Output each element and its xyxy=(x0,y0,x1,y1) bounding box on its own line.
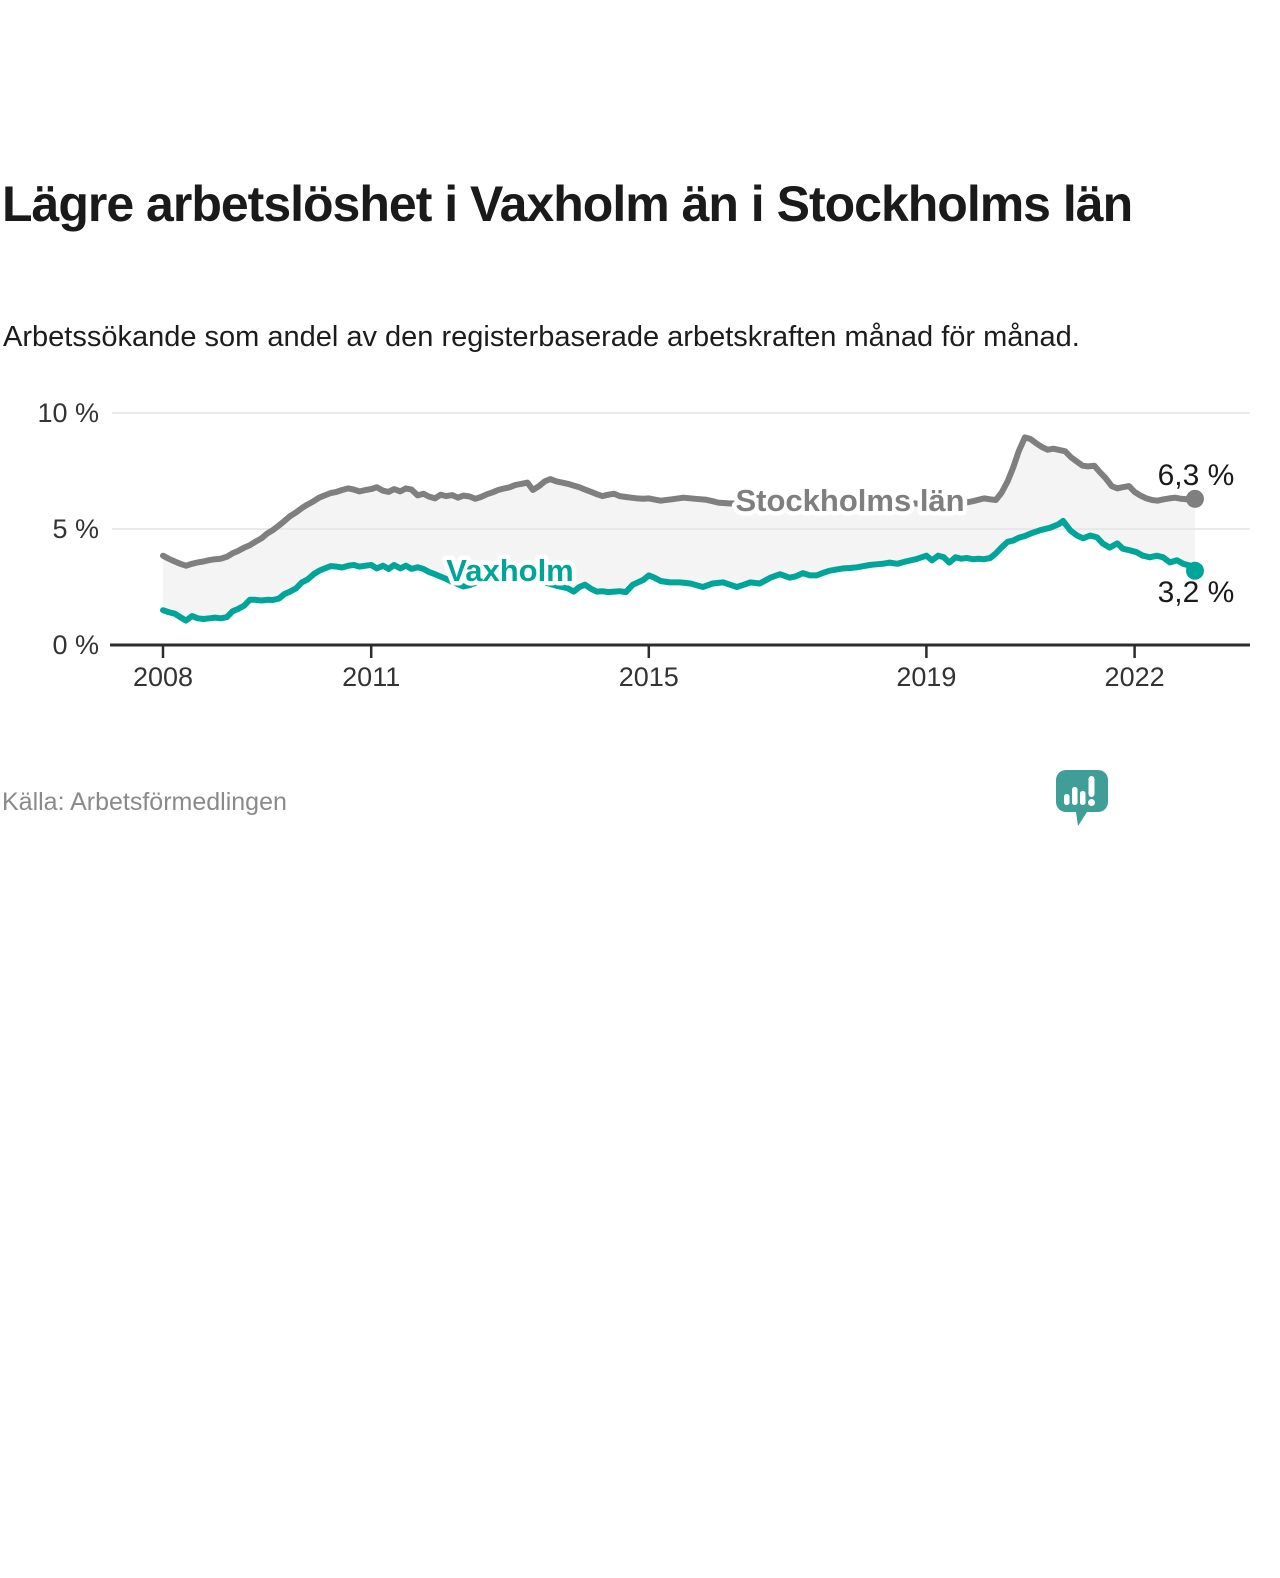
page-subtitle: Arbetssökande som andel av den registerb… xyxy=(3,321,1080,353)
line-stockholms-lan xyxy=(160,434,1198,569)
page-title: Lägre arbetslöshet i Vaxholm än i Stockh… xyxy=(2,175,1133,232)
unemployment-line-chart: 2008 2011 2015 2019 2022 0 % 5 % 10 % Stockholms… xyxy=(37,398,1250,692)
bar-1 xyxy=(1064,794,1070,805)
y-tick-label-10pct: 10 % xyxy=(37,398,99,428)
series-label-stockholms-lan: Stockholms län xyxy=(736,483,965,518)
newsworthy-speech-bubble-icon xyxy=(1056,770,1108,826)
exclamation-bar xyxy=(1088,776,1095,797)
x-tick-label-2015: 2015 xyxy=(619,662,679,692)
end-value-label-stockholms-lan: 6,3 % xyxy=(1158,459,1235,492)
x-tick-label-2022: 2022 xyxy=(1105,662,1165,692)
series-label-vaxholm: Vaxholm xyxy=(446,553,574,588)
line-vaxholm xyxy=(160,517,1198,624)
y-tick-label-0pct: 0 % xyxy=(52,630,99,660)
bar-2 xyxy=(1072,787,1078,805)
x-tick-label-2008: 2008 xyxy=(133,662,193,692)
y-tick-label-5pct: 5 % xyxy=(52,514,99,544)
end-dot-vaxholm xyxy=(1185,561,1204,580)
bar-3 xyxy=(1080,791,1086,805)
end-value-label-vaxholm: 3,2 % xyxy=(1158,576,1235,609)
x-tick-label-2019: 2019 xyxy=(896,662,956,692)
exclamation-dot xyxy=(1088,799,1095,806)
x-tick-label-2011: 2011 xyxy=(342,662,400,692)
end-dot-stockholms-lan xyxy=(1185,489,1204,508)
source-attribution: Källa: Arbetsförmedlingen xyxy=(2,788,287,816)
